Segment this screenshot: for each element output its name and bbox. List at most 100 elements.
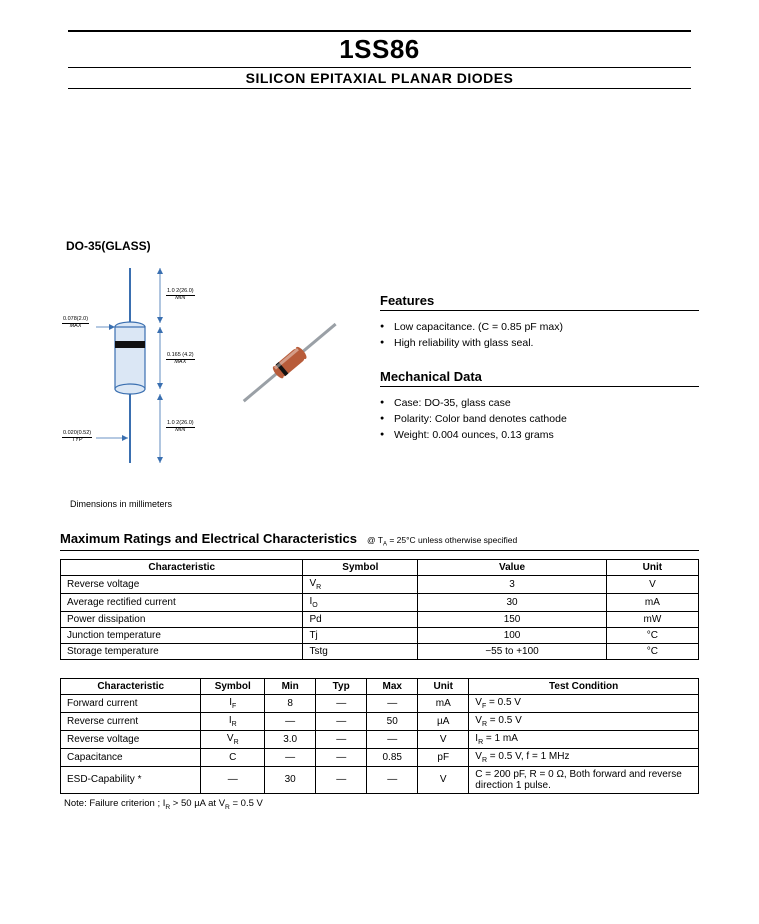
part-number: 1SS86: [60, 34, 699, 65]
table-cell: 50: [367, 712, 418, 730]
table-cell: 3.0: [265, 730, 316, 748]
table-cell: V: [418, 730, 469, 748]
table-cell: Tstg: [303, 643, 418, 659]
table-cell: Reverse voltage: [61, 575, 303, 593]
package-drawing: 1.0 2(26.0) MIN 0.078(2.0) MAX 0.165 (4.…: [60, 263, 360, 493]
table-cell: Storage temperature: [61, 643, 303, 659]
table-cell: —: [367, 766, 418, 793]
dim-lead-dia: 0.020(0.52) TYP: [62, 431, 92, 443]
table-cell: 30: [265, 766, 316, 793]
table-cell: Pd: [303, 611, 418, 627]
features-heading: Features: [380, 293, 699, 311]
package-column: DO-35(GLASS): [60, 239, 360, 509]
table-cell: pF: [418, 748, 469, 766]
table-cell: VR: [303, 575, 418, 593]
table-cell: VR = 0.5 V, f = 1 MHz: [469, 748, 699, 766]
mechanical-heading: Mechanical Data: [380, 369, 699, 387]
ratings-note: Note: Failure criterion ; IR > 50 µA at …: [64, 798, 699, 811]
mechanical-item: Polarity: Color band denotes cathode: [380, 411, 699, 427]
table-row: Reverse voltageVR3.0——VIR = 1 mA: [61, 730, 699, 748]
outline-drawing: [60, 263, 220, 483]
table-cell: 0.85: [367, 748, 418, 766]
table-cell: —: [201, 766, 265, 793]
ratings-block: Maximum Ratings and Electrical Character…: [60, 531, 699, 811]
ratings-table-2: CharacteristicSymbolMinTypMaxUnitTest Co…: [60, 678, 699, 794]
table-cell: 100: [418, 627, 607, 643]
table-cell: C = 200 pF, R = 0 Ω, Both forward and re…: [469, 766, 699, 793]
diode-photo: [220, 293, 360, 433]
table-cell: Tj: [303, 627, 418, 643]
upper-section: DO-35(GLASS): [60, 239, 699, 509]
table-cell: IR: [201, 712, 265, 730]
table-cell: Power dissipation: [61, 611, 303, 627]
feature-item: High reliability with glass seal.: [380, 335, 699, 351]
table-cell: —: [316, 766, 367, 793]
table-cell: VR = 0.5 V: [469, 712, 699, 730]
table-cell: −55 to +100: [418, 643, 607, 659]
dim-lead-len: 1.0 2(26.0) MIN: [166, 289, 195, 301]
ratings-condition: @ TA = 25°C unless otherwise specified: [367, 535, 517, 548]
table-cell: 3: [418, 575, 607, 593]
table-header: Test Condition: [469, 678, 699, 694]
dim-lead-len-2: 1.0 2(26.0) MIN: [166, 421, 195, 433]
table-cell: mA: [606, 593, 698, 611]
subtitle: SILICON EPITAXIAL PLANAR DIODES: [60, 70, 699, 86]
ratings-table-1: CharacteristicSymbolValueUnit Reverse vo…: [60, 559, 699, 660]
table-cell: mA: [418, 694, 469, 712]
ratings-heading-row: Maximum Ratings and Electrical Character…: [60, 531, 699, 551]
table-cell: mW: [606, 611, 698, 627]
text-column: Features Low capacitance. (C = 0.85 pF m…: [380, 239, 699, 509]
table-cell: 150: [418, 611, 607, 627]
dim-body-dia: 0.078(2.0) MAX: [62, 317, 89, 329]
table-header: Symbol: [201, 678, 265, 694]
rule-top: [68, 30, 691, 32]
feature-item: Low capacitance. (C = 0.85 pF max): [380, 319, 699, 335]
table-cell: Forward current: [61, 694, 201, 712]
table-cell: Reverse voltage: [61, 730, 201, 748]
table-cell: —: [367, 730, 418, 748]
table-row: ESD-Capability *—30——VC = 200 pF, R = 0 …: [61, 766, 699, 793]
table-cell: 8: [265, 694, 316, 712]
title-block: 1SS86 SILICON EPITAXIAL PLANAR DIODES: [60, 30, 699, 89]
table-cell: ESD-Capability *: [61, 766, 201, 793]
dimensions-note: Dimensions in millimeters: [70, 499, 360, 509]
table-header: Min: [265, 678, 316, 694]
table-header: Value: [418, 559, 607, 575]
table-cell: —: [316, 730, 367, 748]
mechanical-list: Case: DO-35, glass case Polarity: Color …: [380, 395, 699, 443]
table-cell: IO: [303, 593, 418, 611]
table-cell: —: [367, 694, 418, 712]
table-cell: Junction temperature: [61, 627, 303, 643]
table-cell: VF = 0.5 V: [469, 694, 699, 712]
table-header: Characteristic: [61, 559, 303, 575]
table-cell: Reverse current: [61, 712, 201, 730]
features-list: Low capacitance. (C = 0.85 pF max) High …: [380, 319, 699, 351]
mechanical-item: Weight: 0.004 ounces, 0.13 grams: [380, 427, 699, 443]
table-header: Max: [367, 678, 418, 694]
table-cell: 30: [418, 593, 607, 611]
table-header: Typ: [316, 678, 367, 694]
table-cell: °C: [606, 627, 698, 643]
table-cell: —: [316, 694, 367, 712]
table-row: Forward currentIF8——mAVF = 0.5 V: [61, 694, 699, 712]
table-row: Average rectified currentIO30mA: [61, 593, 699, 611]
table-cell: —: [265, 748, 316, 766]
table-cell: °C: [606, 643, 698, 659]
table-row: Reverse currentIR——50µAVR = 0.5 V: [61, 712, 699, 730]
table-cell: VR: [201, 730, 265, 748]
table-cell: —: [316, 712, 367, 730]
mechanical-item: Case: DO-35, glass case: [380, 395, 699, 411]
table-cell: Average rectified current: [61, 593, 303, 611]
table-row: CapacitanceC——0.85pFVR = 0.5 V, f = 1 MH…: [61, 748, 699, 766]
table-cell: µA: [418, 712, 469, 730]
table-cell: V: [418, 766, 469, 793]
table-cell: V: [606, 575, 698, 593]
dim-body-len: 0.165 (4.2) MAX: [166, 353, 195, 365]
ratings-heading: Maximum Ratings and Electrical Character…: [60, 531, 357, 546]
table-header: Unit: [606, 559, 698, 575]
table-cell: IF: [201, 694, 265, 712]
table-header: Characteristic: [61, 678, 201, 694]
package-label: DO-35(GLASS): [66, 239, 360, 253]
table-cell: —: [265, 712, 316, 730]
table-row: Junction temperatureTj100°C: [61, 627, 699, 643]
